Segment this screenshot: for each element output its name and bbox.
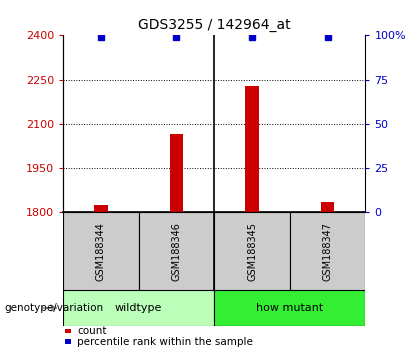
Bar: [245, 86, 259, 212]
Bar: [94, 205, 108, 212]
Bar: [214, 290, 365, 326]
Bar: [214, 212, 290, 290]
Bar: [139, 212, 214, 290]
Text: GSM188347: GSM188347: [323, 222, 333, 281]
Bar: [170, 134, 183, 212]
Text: GSM188346: GSM188346: [171, 222, 181, 281]
Text: percentile rank within the sample: percentile rank within the sample: [77, 337, 253, 347]
Text: how mutant: how mutant: [256, 303, 323, 313]
Text: wildtype: wildtype: [115, 303, 162, 313]
Text: GSM188344: GSM188344: [96, 222, 106, 281]
Text: genotype/variation: genotype/variation: [4, 303, 103, 313]
Bar: [63, 212, 139, 290]
Text: GSM188345: GSM188345: [247, 222, 257, 281]
Text: count: count: [77, 326, 107, 336]
Bar: [290, 212, 365, 290]
Bar: [321, 202, 334, 212]
Title: GDS3255 / 142964_at: GDS3255 / 142964_at: [138, 18, 291, 32]
Bar: [63, 290, 214, 326]
